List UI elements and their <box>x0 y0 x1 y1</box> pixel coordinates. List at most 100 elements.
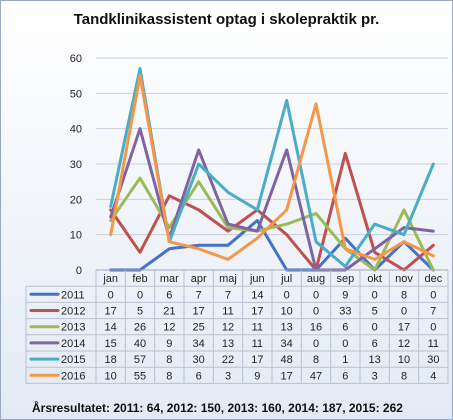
data-label: 21 <box>163 306 175 318</box>
legend-label: 2013 <box>61 322 85 334</box>
data-label: 0 <box>313 306 319 318</box>
data-label: 8 <box>313 354 319 366</box>
data-label: 30 <box>427 354 439 366</box>
data-label: 12 <box>398 338 410 350</box>
y-tick-label: 10 <box>70 230 82 242</box>
data-label: 6 <box>342 322 348 334</box>
data-label: 34 <box>281 338 293 350</box>
x-tick-label: dec <box>424 273 442 285</box>
data-label: 48 <box>281 354 293 366</box>
data-label: 17 <box>398 322 410 334</box>
data-label: 10 <box>398 354 410 366</box>
data-label: 6 <box>342 370 348 382</box>
x-tick-label: jan <box>102 273 118 285</box>
legend-label: 2014 <box>61 338 85 350</box>
data-label: 40 <box>134 338 146 350</box>
data-label: 16 <box>310 322 322 334</box>
data-label: 6 <box>196 370 202 382</box>
data-label: 55 <box>134 370 146 382</box>
data-label: 17 <box>193 306 205 318</box>
data-label: 9 <box>342 289 348 301</box>
x-tick-label: feb <box>132 273 147 285</box>
data-label: 8 <box>166 354 172 366</box>
data-label: 6 <box>372 338 378 350</box>
data-label: 33 <box>339 306 351 318</box>
data-label: 0 <box>313 289 319 301</box>
data-label: 13 <box>222 338 234 350</box>
data-label: 34 <box>193 338 205 350</box>
data-label: 22 <box>222 354 234 366</box>
x-tick-label: mar <box>160 273 179 285</box>
data-label: 0 <box>108 289 114 301</box>
data-label: 17 <box>251 354 263 366</box>
data-label: 11 <box>428 338 439 350</box>
data-label: 12 <box>222 322 234 334</box>
x-tick-label: aug <box>307 273 325 285</box>
x-tick-label: nov <box>395 273 413 285</box>
annual-summary: Årsresultatet: 2011: 64, 2012: 150, 2013… <box>32 401 403 415</box>
data-label: 0 <box>430 289 436 301</box>
data-label: 6 <box>166 289 172 301</box>
data-label: 7 <box>430 306 436 318</box>
data-label: 0 <box>372 289 378 301</box>
data-label: 10 <box>105 370 117 382</box>
legend-label: 2015 <box>61 354 85 366</box>
data-label: 25 <box>193 322 205 334</box>
data-label: 0 <box>342 338 348 350</box>
data-label: 26 <box>134 322 146 334</box>
data-label: 11 <box>252 338 263 350</box>
data-label: 11 <box>252 322 263 334</box>
y-tick-label: 30 <box>70 159 82 171</box>
y-tick-label: 0 <box>76 265 82 277</box>
legend-label: 2016 <box>61 370 85 382</box>
y-tick-label: 20 <box>70 194 82 206</box>
data-label: 8 <box>166 370 172 382</box>
data-label: 0 <box>137 289 143 301</box>
x-tick-label: jul <box>280 273 292 285</box>
x-tick-label: apr <box>191 273 207 285</box>
data-label: 57 <box>134 354 146 366</box>
legend-label: 2011 <box>61 289 85 301</box>
x-tick-label: maj <box>219 273 237 285</box>
data-label: 18 <box>105 354 117 366</box>
y-tick-label: 40 <box>70 124 82 136</box>
data-label: 1 <box>342 354 348 366</box>
series-line-2016 <box>109 74 435 261</box>
data-label: 0 <box>284 289 290 301</box>
data-label: 12 <box>163 322 175 334</box>
y-tick-label: 60 <box>70 53 82 65</box>
data-label: 5 <box>372 306 378 318</box>
data-label: 0 <box>313 338 319 350</box>
data-label: 0 <box>372 322 378 334</box>
series-line-2015 <box>109 67 435 268</box>
data-label: 8 <box>401 370 407 382</box>
data-label: 5 <box>137 306 143 318</box>
data-label: 10 <box>281 306 293 318</box>
y-tick-label: 50 <box>70 88 82 100</box>
data-label: 7 <box>225 289 231 301</box>
data-label: 17 <box>281 370 293 382</box>
data-label: 0 <box>401 306 407 318</box>
data-label: 47 <box>310 370 322 382</box>
data-label: 0 <box>430 322 436 334</box>
data-label: 15 <box>105 338 117 350</box>
series-line-2011 <box>109 219 435 272</box>
data-label: 17 <box>105 306 117 318</box>
chart-title: Tandklinikassistent optag i skolepraktik… <box>73 11 380 28</box>
data-label: 9 <box>166 338 172 350</box>
data-label: 13 <box>369 354 381 366</box>
data-label: 13 <box>281 322 293 334</box>
data-label: 3 <box>225 370 231 382</box>
legend-label: 2012 <box>61 306 85 318</box>
data-label: 9 <box>254 370 260 382</box>
x-tick-label: okt <box>367 273 382 285</box>
x-tick-label: jun <box>249 273 265 285</box>
data-label: 17 <box>251 306 263 318</box>
data-label: 3 <box>372 370 378 382</box>
data-label: 7 <box>196 289 202 301</box>
data-label: 14 <box>105 322 117 334</box>
x-tick-label: sep <box>336 273 354 285</box>
data-label: 14 <box>251 289 263 301</box>
